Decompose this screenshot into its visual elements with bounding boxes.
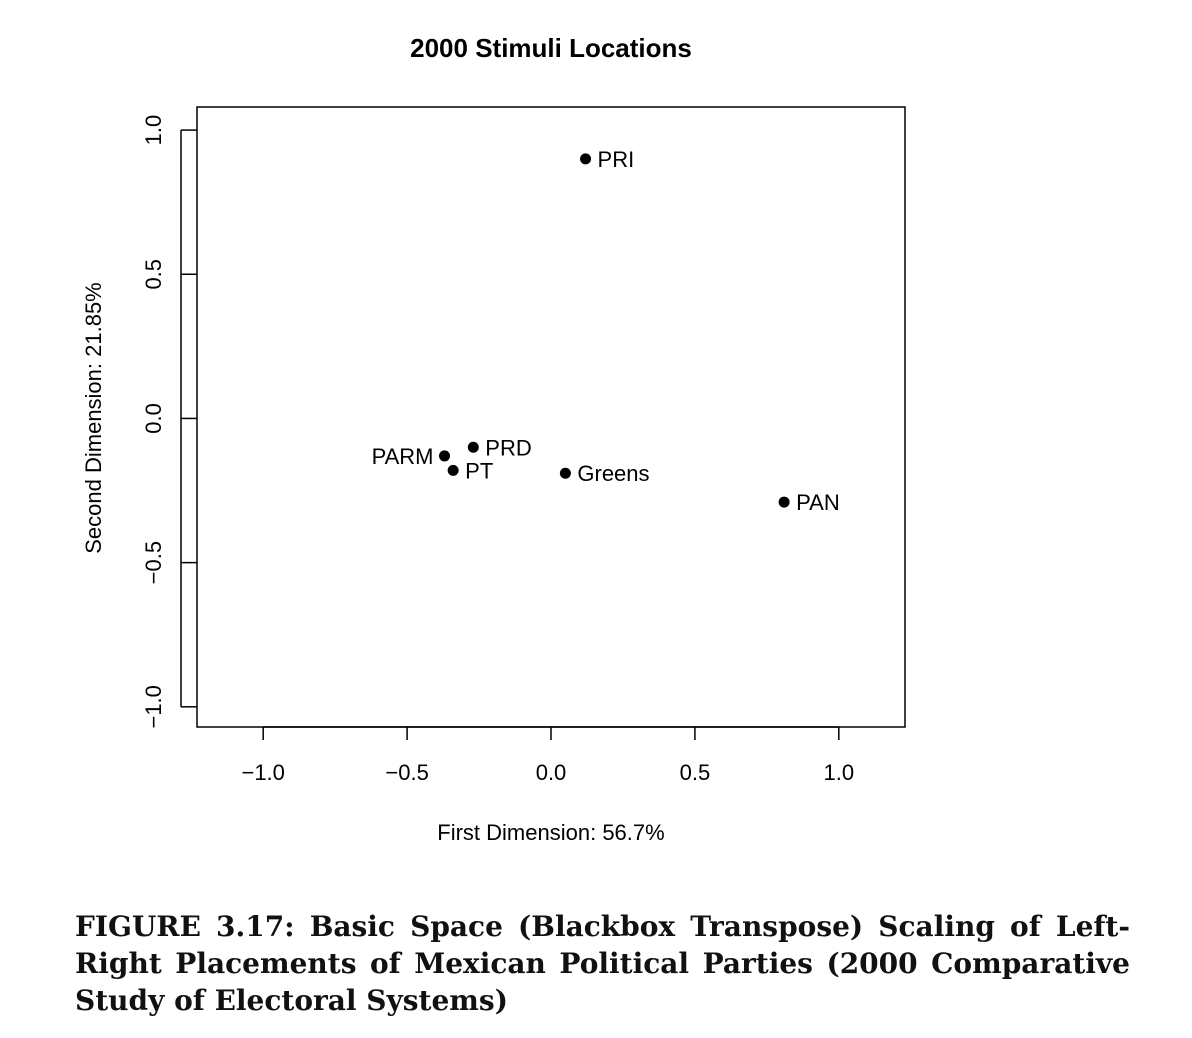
x-tick-label: 0.5: [680, 760, 711, 785]
plot-frame: [196, 106, 906, 728]
y-tick-label: 0.0: [141, 403, 166, 434]
point-pt: [447, 464, 459, 476]
point-greens: [559, 467, 571, 479]
x-tick-label: 0.0: [536, 760, 567, 785]
data-points: PRI PRD PARM PT Greens PAN: [372, 147, 840, 515]
x-tick-label: 1.0: [824, 760, 855, 785]
point-prd: [467, 441, 479, 453]
y-tick-label: −1.0: [141, 685, 166, 728]
scatter-chart: 2000 Stimuli Locations −1.0 −0.5 0.0 0.5 1.0…: [81, 33, 906, 845]
chart-title: 2000 Stimuli Locations: [410, 33, 692, 63]
x-axis-label: First Dimension: 56.7%: [437, 820, 664, 845]
point-label-pt: PT: [465, 458, 493, 483]
x-axis: −1.0 −0.5 0.0 0.5 1.0: [241, 726, 855, 785]
point-pan: [778, 496, 790, 508]
y-axis-label: Second Dimension: 21.85%: [81, 282, 106, 554]
point-label-pri: PRI: [598, 147, 635, 172]
point-pri: [580, 153, 592, 165]
point-label-greens: Greens: [577, 461, 649, 486]
y-tick-label: 1.0: [141, 115, 166, 146]
x-tick-label: −1.0: [241, 760, 284, 785]
y-axis: −1.0 −0.5 0.0 0.5 1.0: [141, 115, 197, 729]
y-tick-label: 0.5: [141, 259, 166, 290]
point-parm: [439, 450, 451, 462]
point-label-prd: PRD: [485, 435, 531, 460]
point-label-parm: PARM: [372, 444, 434, 469]
point-label-pan: PAN: [796, 490, 840, 515]
x-tick-label: −0.5: [385, 760, 428, 785]
y-tick-label: −0.5: [141, 541, 166, 584]
figure-caption: FIGURE 3.17: Basic Space (Blackbox Trans…: [75, 910, 1130, 1017]
